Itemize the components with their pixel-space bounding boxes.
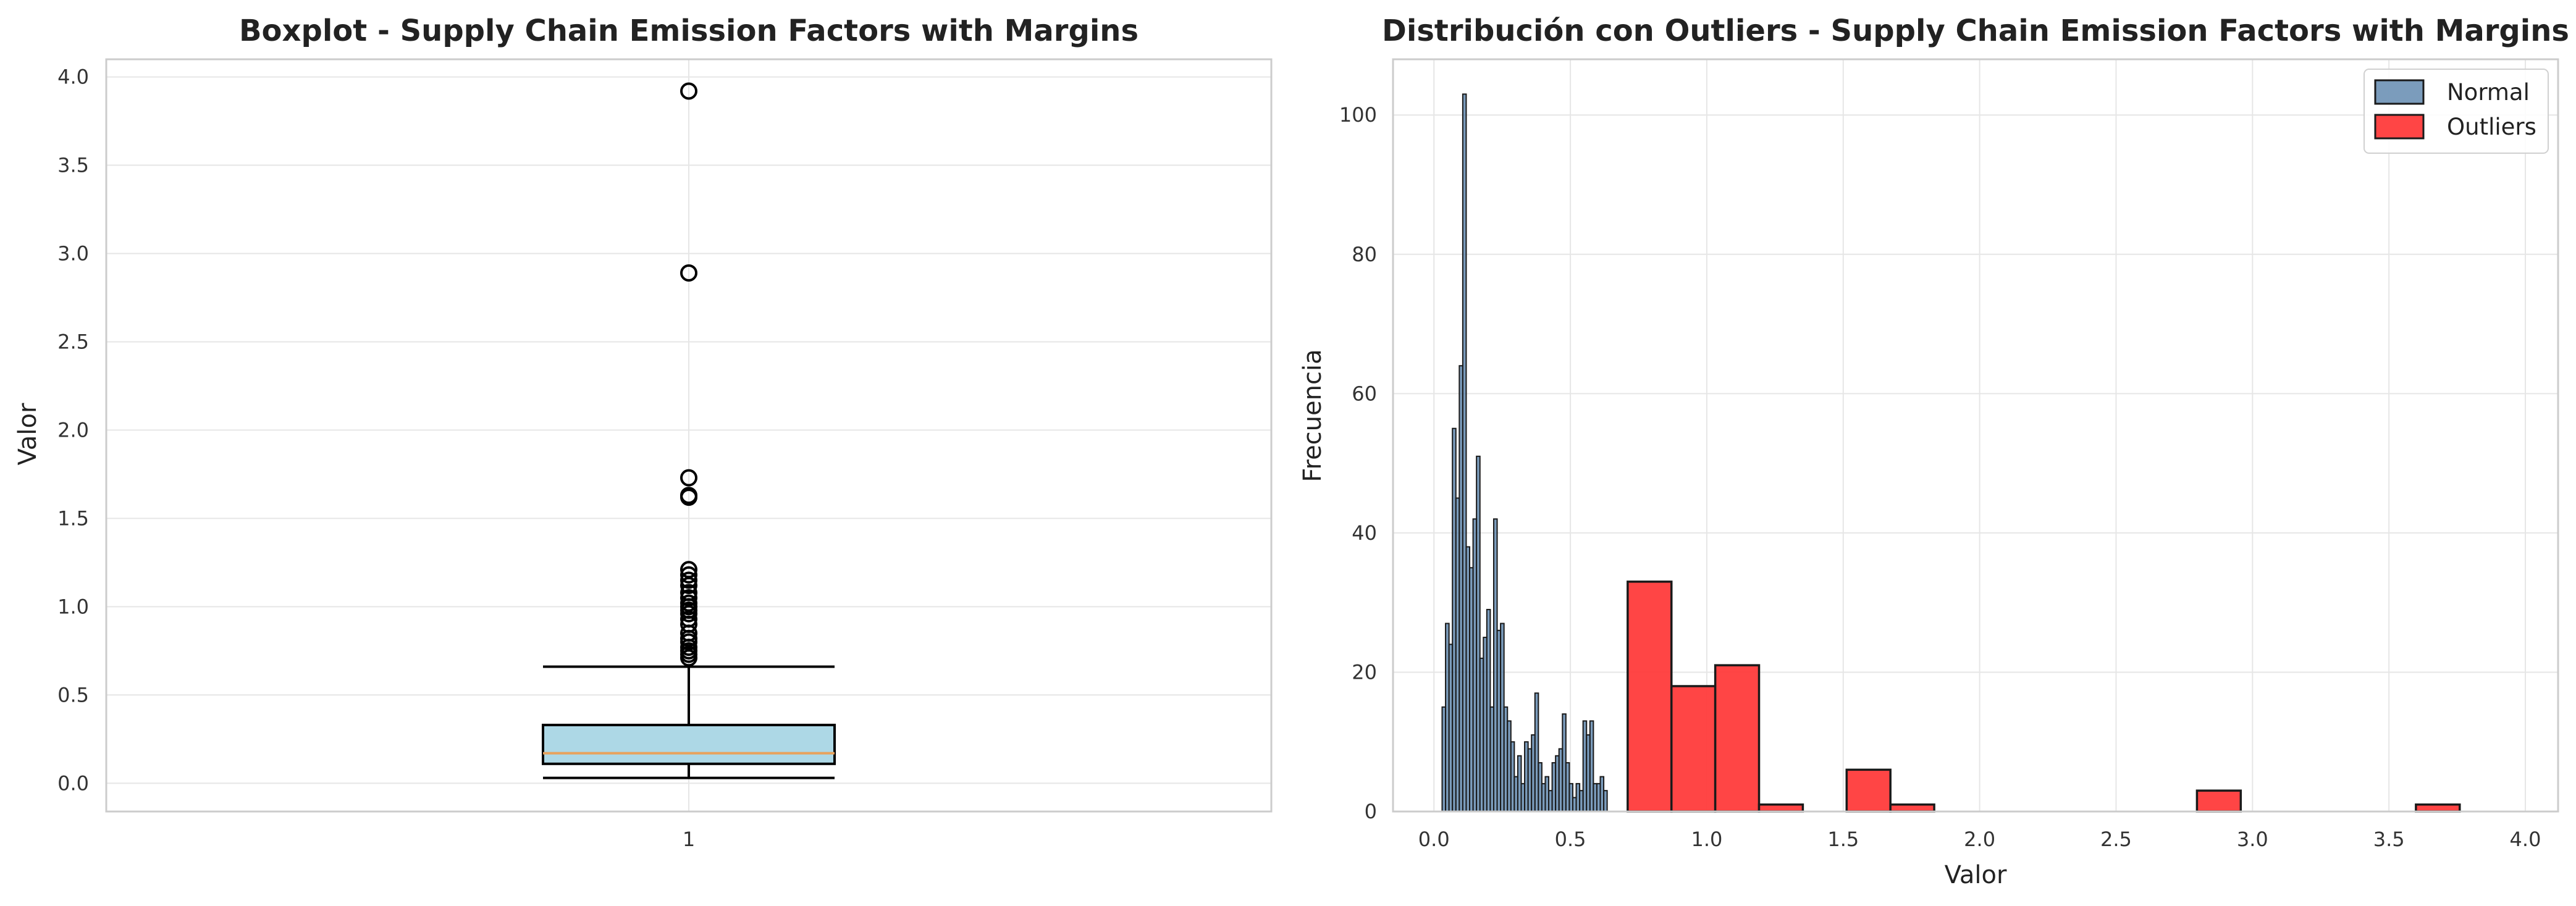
histogram-bar-outlier	[1845, 768, 1892, 813]
boxplot-y-tick-label: 3.5	[57, 154, 89, 177]
boxplot-title: Boxplot - Supply Chain Emission Factors …	[239, 14, 1139, 48]
histogram-x-tick-label: 0.5	[1555, 828, 1586, 851]
histogram-y-ticks: 0 20 40 60 80 100	[1339, 103, 1377, 823]
boxplot-outlier-point	[680, 589, 697, 607]
boxplot-box	[542, 723, 836, 765]
histogram-x-tick-label: 2.5	[2100, 828, 2132, 851]
boxplot-outlier-point	[680, 469, 697, 487]
histogram-axes-frame	[1392, 58, 2559, 813]
histogram-y-tick-label: 20	[1352, 660, 1377, 684]
boxplot-outlier-point	[680, 566, 697, 584]
boxplot-y-ticks: 0.0 0.5 1.0 1.5 2.0 2.5 3.0 3.5 4.0	[57, 65, 89, 795]
histogram-legend: Normal Outliers	[2363, 69, 2549, 154]
boxplot-outlier-point	[680, 264, 697, 282]
histogram-bar-outlier	[2195, 789, 2242, 813]
boxplot-outlier-point	[680, 561, 697, 579]
boxplot-outlier-point	[680, 594, 697, 612]
boxplot-y-tick-label: 2.0	[57, 418, 89, 442]
histogram-title: Distribución con Outliers - Supply Chain…	[1382, 14, 2569, 48]
boxplot-y-tick-label: 1.5	[57, 506, 89, 530]
boxplot-y-tick-label: 4.0	[57, 65, 89, 89]
histogram-x-tick-label: 3.5	[2373, 828, 2405, 851]
histogram-legend-swatch	[2374, 79, 2425, 105]
histogram-bar-normal	[1603, 790, 1608, 812]
boxplot-outlier-point	[680, 571, 697, 589]
histogram-y-axis-label: Frecuencia	[1299, 349, 1327, 482]
boxplot-y-tick-label: 1.0	[57, 595, 89, 618]
histogram-legend-swatch	[2374, 114, 2425, 140]
boxplot-axes-frame	[105, 58, 1273, 813]
histogram-panel: Distribución con Outliers - Supply Chain…	[1299, 14, 2569, 889]
boxplot-y-axis-label: Valor	[14, 403, 42, 465]
histogram-x-tick-label: 1.5	[1827, 828, 1859, 851]
histogram-legend-label: Outliers	[2447, 114, 2536, 140]
boxplot-box-group	[542, 82, 836, 779]
histogram-y-tick-label: 100	[1339, 103, 1377, 127]
histogram-bar-outlier	[1889, 803, 1935, 813]
histogram-bar-outlier	[1714, 664, 1761, 813]
boxplot-grid	[106, 59, 1271, 812]
boxplot-outlier-point	[680, 584, 697, 602]
histogram-bar-outlier	[2415, 803, 2461, 813]
histogram-y-tick-label: 80	[1352, 243, 1377, 266]
histogram-bar-outlier	[1670, 685, 1717, 813]
histogram-bars	[1441, 93, 2461, 813]
boxplot-panel: Boxplot - Supply Chain Emission Factors …	[14, 14, 1273, 851]
histogram-x-axis-label: Valor	[1945, 861, 2007, 889]
histogram-x-ticks: 0.0 0.5 1.0 1.5 2.0 2.5 3.0 3.5 4.0	[1418, 828, 2541, 851]
boxplot-outlier-point	[680, 82, 697, 100]
histogram-bar-outlier	[1627, 581, 1673, 813]
histogram-grid	[1393, 59, 2558, 812]
histogram-y-tick-label: 0	[1365, 800, 1377, 823]
histogram-legend-label: Normal	[2447, 79, 2530, 106]
histogram-x-tick-label: 3.0	[2237, 828, 2268, 851]
boxplot-outlier-point	[680, 487, 697, 505]
boxplot-y-tick-label: 0.5	[57, 683, 89, 707]
histogram-x-tick-label: 4.0	[2510, 828, 2541, 851]
boxplot-y-tick-label: 3.0	[57, 242, 89, 266]
boxplot-y-tick-label: 0.0	[57, 771, 89, 795]
histogram-x-tick-label: 1.0	[1691, 828, 1722, 851]
histogram-bar-outlier	[1757, 803, 1804, 813]
boxplot-x-tick-label: 1	[683, 828, 695, 851]
histogram-y-tick-label: 60	[1352, 382, 1377, 405]
histogram-y-tick-label: 40	[1352, 521, 1377, 545]
boxplot-y-tick-label: 2.5	[57, 330, 89, 353]
histogram-x-tick-label: 0.0	[1418, 828, 1450, 851]
boxplot-x-ticks: 1	[683, 828, 695, 851]
histogram-x-tick-label: 2.0	[1964, 828, 1995, 851]
